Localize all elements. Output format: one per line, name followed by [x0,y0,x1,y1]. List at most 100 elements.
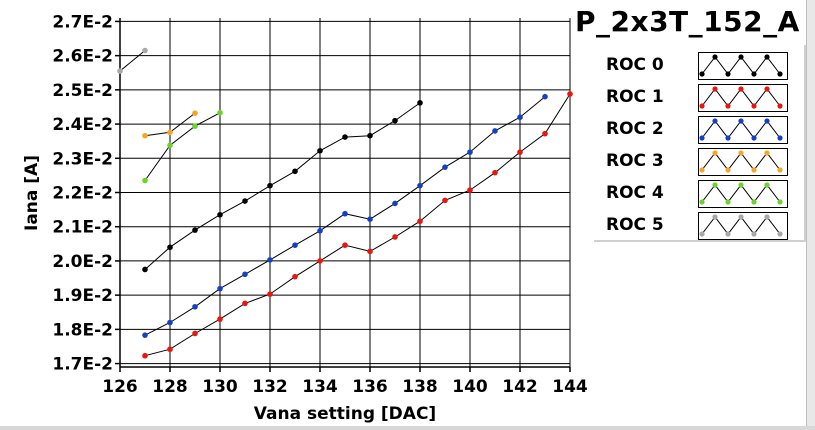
legend-label: ROC 0 [606,55,664,75]
grid [120,18,571,367]
legend-swatch-marker [712,54,718,60]
legend-swatch [698,84,788,112]
legend-swatch [698,180,788,208]
data-point-roc-2 [367,216,373,222]
y-tick-label: 2.0E-2 [52,252,113,272]
legend-swatch-graphic [699,182,783,205]
x-tick-label: 138 [402,377,438,397]
data-point-roc-2 [242,271,248,278]
data-point-roc-2 [417,182,423,189]
legend-item-roc-5: ROC 5 [594,209,804,241]
legend-item-roc-1: ROC 1 [594,81,804,113]
y-tick-label: 2.7E-2 [52,12,113,32]
data-point-roc-3 [142,132,148,139]
data-point-roc-2 [317,228,323,234]
data-point-roc-4 [167,142,173,149]
legend-item-roc-4: ROC 4 [594,177,804,209]
data-point-roc-0 [142,266,148,273]
legend: ROC 0 ROC 1 ROC 2 ROC 3 ROC 4 ROC 5 [594,45,806,242]
data-point-roc-1 [142,352,148,359]
y-tick-label: 2.3E-2 [52,149,113,169]
series-roc-5 [117,47,148,74]
y-tick-label: 1.9E-2 [52,286,113,306]
data-point-roc-1 [492,169,498,176]
y-axis-title: Iana [A] [22,155,42,231]
legend-swatch-marker [699,135,705,141]
legend-swatch [698,52,788,80]
legend-swatch-marker [738,118,744,124]
legend-swatch-marker [764,54,770,60]
data-point-roc-0 [367,132,373,139]
data-point-roc-2 [517,114,523,121]
legend-swatch-graphic [699,214,783,237]
axes [115,18,571,372]
data-point-roc-2 [392,200,398,207]
legend-swatch-marker [738,150,744,156]
legend-swatch-marker [764,118,770,124]
data-point-roc-2 [267,257,273,263]
data-point-roc-3 [192,110,198,116]
data-point-roc-2 [342,210,348,217]
data-point-roc-1 [417,218,423,225]
x-axis-title: Vana setting [DAC] [254,404,436,424]
legend-swatch-marker [777,231,783,237]
legend-swatch-marker [699,199,705,205]
legend-item-roc-0: ROC 0 [594,49,804,81]
legend-swatch-marker [699,103,705,109]
legend-swatch-marker [738,86,744,92]
data-point-roc-3 [167,129,173,136]
series-line-roc-1 [144,93,571,357]
y-tick-label: 2.6E-2 [52,47,113,67]
data-point-roc-2 [192,303,198,310]
legend-swatch-marker [751,167,757,173]
legend-swatch-marker [751,231,757,237]
data-point-roc-1 [517,149,523,155]
legend-swatch-marker [699,167,705,173]
x-tick-label: 126 [102,377,138,397]
series-line-roc-5 [119,50,146,72]
legend-swatch-marker [712,182,718,188]
legend-swatch-graphic [699,86,783,109]
data-point-roc-1 [292,273,298,280]
y-tick-labels: 1.7E-2 1.8E-2 1.9E-2 2.0E-2 2.1E-2 2.2E-2 2.3E… [52,12,113,374]
data-point-roc-0 [317,147,323,154]
data-point-roc-1 [542,130,548,137]
data-point-roc-2 [467,149,473,155]
data-point-roc-1 [567,91,573,97]
legend-swatch-marker [751,199,757,205]
x-tick-label: 130 [202,377,238,397]
legend-swatch [698,116,788,144]
legend-swatch-marker [725,71,731,77]
legend-swatch-marker [764,86,770,92]
legend-swatch-marker [699,231,705,237]
legend-swatch-marker [712,150,718,156]
legend-swatch-marker [777,135,783,141]
legend-swatch-marker [712,214,718,220]
data-point-roc-4 [217,109,223,116]
legend-swatch-graphic [699,150,783,173]
data-point-roc-0 [342,134,348,140]
x-tick-labels: 126 128 130 132 134 136 138 140 142 144 [102,377,588,397]
legend-swatch-marker [725,231,731,237]
data-point-roc-1 [392,234,398,240]
legend-swatch-marker [764,214,770,220]
legend-swatch-marker [777,167,783,173]
legend-swatch-marker [738,54,744,60]
data-point-roc-1 [442,197,448,204]
legend-label: ROC 5 [606,215,664,235]
x-tick-label: 132 [252,377,288,397]
legend-swatch [698,148,788,176]
legend-swatch-marker [725,103,731,109]
data-point-roc-4 [192,123,198,129]
legend-swatch-marker [699,71,705,77]
legend-swatch-marker [725,199,731,205]
data-point-roc-4 [142,177,148,184]
series-roc-0 [142,100,423,273]
legend-swatch-marker [751,71,757,77]
legend-swatch-marker [777,199,783,205]
y-tick-label: 2.5E-2 [52,81,113,101]
series [117,47,573,359]
data-point-roc-2 [492,128,498,134]
series-line-roc-4 [144,112,221,181]
legend-item-roc-2: ROC 2 [594,113,804,145]
